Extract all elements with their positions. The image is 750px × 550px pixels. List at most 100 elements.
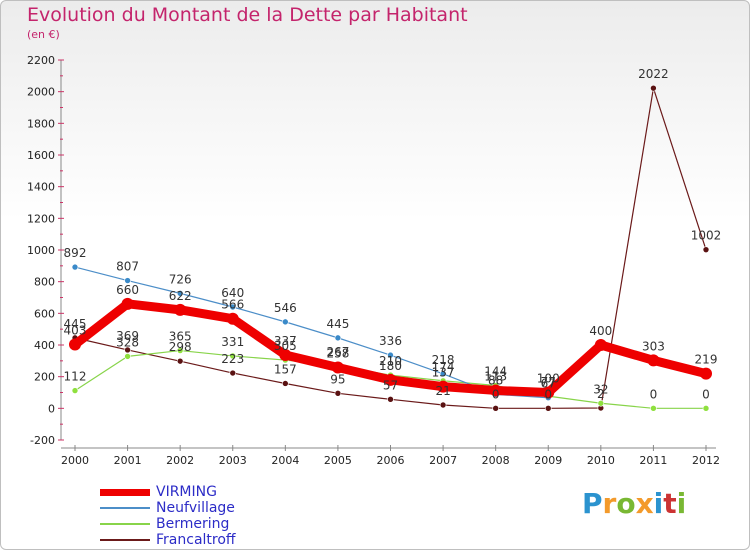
y-tick-label: -200 <box>30 434 55 447</box>
logo-letter: P <box>582 487 603 520</box>
data-point-francaltroff <box>334 389 342 397</box>
data-label-bermering: 0 <box>650 387 658 401</box>
data-point-neufvillage <box>229 303 237 311</box>
data-point-francaltroff <box>124 346 131 354</box>
legend-swatch-neufvillage <box>100 507 150 509</box>
data-label-neufvillage: 892 <box>64 246 87 260</box>
data-point-francaltroff <box>176 357 184 365</box>
data-label-neufvillage: 445 <box>326 317 349 331</box>
legend-label-francaltroff: Francaltroff <box>156 532 236 548</box>
data-label-francaltroff: 298 <box>169 340 192 354</box>
data-label-francaltroff: 95 <box>330 372 345 386</box>
logo-letter: o <box>616 487 636 520</box>
data-label-virming: 660 <box>116 283 139 297</box>
data-point-virming <box>226 312 239 325</box>
x-tick-label: 2007 <box>429 454 457 467</box>
data-point-neufvillage <box>282 318 289 326</box>
data-label-neufvillage: 67 <box>541 377 556 391</box>
data-label-francaltroff: 2022 <box>638 67 669 81</box>
data-label-virming: 137 <box>432 366 455 380</box>
x-tick-label: 2005 <box>324 454 352 467</box>
data-label-bermering: 267 <box>326 345 349 359</box>
data-label-virming: 219 <box>695 353 718 367</box>
data-point-bermering <box>124 353 131 360</box>
data-point-neufvillage <box>387 351 394 359</box>
logo-letter: r <box>602 487 617 520</box>
data-label-bermering: 210 <box>379 354 402 368</box>
y-tick-label: 1800 <box>27 117 55 130</box>
data-label-francaltroff: 21 <box>435 384 450 398</box>
y-tick-label: 1200 <box>27 212 55 225</box>
data-label-virming: 337 <box>274 334 297 348</box>
data-label-francaltroff: 223 <box>221 352 244 366</box>
proxiti-logo: Proxiti <box>582 487 686 520</box>
data-label-virming: 258 <box>326 346 349 360</box>
data-point-bermering <box>702 405 710 412</box>
data-label-bermering: 331 <box>221 335 244 349</box>
data-point-neufvillage <box>334 334 342 342</box>
data-label-francaltroff: 0 <box>544 387 552 401</box>
data-point-virming <box>384 373 397 386</box>
data-label-bermering: 174 <box>432 360 455 374</box>
y-tick-label: 2200 <box>27 54 55 67</box>
data-label-neufvillage: 640 <box>221 286 244 300</box>
data-label-virming: 180 <box>379 359 402 373</box>
data-label-bermering: 305 <box>274 339 297 353</box>
legend-label-bermering: Bermering <box>156 516 230 532</box>
data-label-virming: 403 <box>64 324 87 338</box>
y-tick-label: 400 <box>34 339 55 352</box>
data-point-virming <box>647 354 660 367</box>
data-label-neufvillage: 218 <box>432 353 455 367</box>
data-label-bermering: 365 <box>169 330 192 344</box>
data-point-virming <box>542 386 555 399</box>
logo-letter: x <box>635 487 654 520</box>
chart-subtitle: (en €) <box>27 28 60 41</box>
data-label-neufvillage: 726 <box>169 272 192 286</box>
data-point-bermering <box>71 387 79 394</box>
data-point-francaltroff <box>544 405 552 412</box>
x-tick-label: 2008 <box>482 454 510 467</box>
data-label-virming: 303 <box>642 339 665 353</box>
data-label-francaltroff: 1002 <box>691 229 722 243</box>
x-tick-label: 2001 <box>114 454 142 467</box>
data-label-bermering: 112 <box>64 370 87 384</box>
data-label-francaltroff: 0 <box>492 387 500 401</box>
data-label-bermering: 144 <box>484 365 507 379</box>
data-point-virming <box>279 348 292 361</box>
data-point-bermering <box>229 352 237 360</box>
x-tick-label: 2006 <box>377 454 405 467</box>
legend-label-virming: VIRMING <box>156 484 217 500</box>
data-point-neufvillage <box>439 370 447 378</box>
chart-title: Evolution du Montant de la Dette par Hab… <box>27 4 468 26</box>
data-label-virming: 622 <box>169 289 192 303</box>
data-label-francaltroff: 157 <box>274 362 297 376</box>
logo-letter: i <box>676 487 687 520</box>
series-line-neufvillage <box>74 266 549 399</box>
data-point-neufvillage <box>176 290 184 297</box>
y-tick-label: 1600 <box>27 149 55 162</box>
data-point-virming <box>69 338 81 351</box>
data-label-virming: 100 <box>537 372 560 386</box>
data-point-bermering <box>650 405 657 412</box>
data-label-bermering: 328 <box>116 335 139 349</box>
x-tick-label: 2002 <box>166 454 194 467</box>
x-tick-label: 2012 <box>692 454 720 467</box>
data-point-bermering <box>597 399 605 407</box>
y-tick-label: 1400 <box>27 181 55 194</box>
data-label-francaltroff: 57 <box>383 378 398 392</box>
logo-letter: i <box>653 487 664 520</box>
x-tick-label: 2000 <box>61 454 89 467</box>
data-label-neufvillage: 807 <box>116 260 139 274</box>
data-point-francaltroff <box>492 405 499 412</box>
data-label-neufvillage: 546 <box>274 301 297 315</box>
data-label-bermering: 0 <box>702 387 710 401</box>
legend-swatch-francaltroff <box>100 539 150 541</box>
data-point-virming <box>121 297 134 310</box>
legend-swatch-virming <box>100 489 150 496</box>
data-point-neufvillage <box>71 263 79 271</box>
data-label-neufvillage: 88 <box>488 373 503 387</box>
data-point-virming <box>174 303 187 316</box>
y-tick-label: 2000 <box>27 86 55 99</box>
